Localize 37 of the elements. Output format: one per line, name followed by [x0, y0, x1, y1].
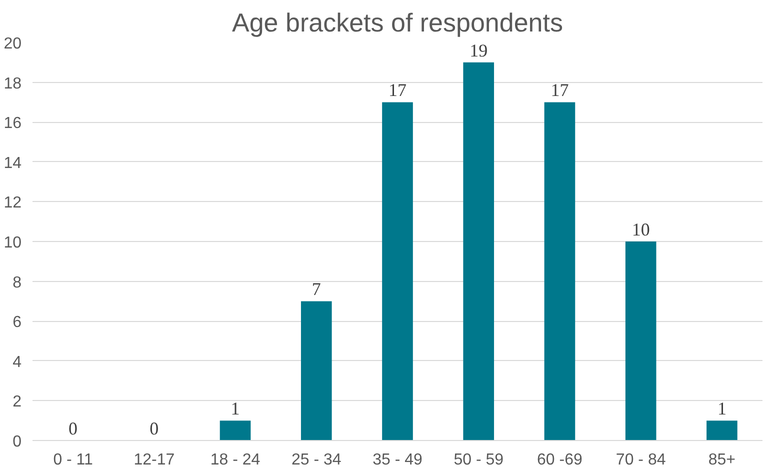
- bar: [463, 62, 494, 440]
- data-label: 1: [717, 398, 726, 419]
- bar: [220, 420, 251, 440]
- y-tick-label: 16: [4, 115, 22, 132]
- x-tick-label: 18 - 24: [210, 452, 260, 468]
- data-label: 1: [230, 398, 240, 419]
- y-tick-label: 4: [12, 354, 22, 371]
- x-tick-label: 35 - 49: [372, 452, 423, 468]
- data-label: 10: [632, 220, 650, 240]
- data-label: 0: [68, 418, 78, 438]
- y-tick-label: 0: [12, 434, 22, 450]
- x-tick-label: 70 - 84: [616, 452, 666, 468]
- y-tick-label: 8: [12, 274, 22, 292]
- bar: [706, 420, 738, 440]
- x-tick-label: 0 - 11: [53, 452, 94, 468]
- y-tick-label: 6: [12, 314, 22, 332]
- y-tick-label: 2: [12, 394, 22, 411]
- x-tick-label: 25 - 34: [291, 452, 342, 468]
- x-tick-label: 50 - 59: [454, 452, 504, 468]
- y-tick-label: 14: [4, 154, 22, 172]
- chart-title: Age brackets of respondents: [232, 8, 563, 38]
- y-tick-label: 18: [4, 75, 22, 92]
- bar: [300, 301, 332, 440]
- x-tick-label: 60 -69: [537, 452, 583, 468]
- y-tick-label: 10: [4, 234, 22, 252]
- x-tick-label: 12-17: [134, 452, 175, 468]
- y-tick-label: 20: [4, 36, 22, 52]
- x-tick-label: 85+: [708, 452, 736, 468]
- y-tick-label: 12: [4, 194, 22, 212]
- data-label: 17: [550, 80, 569, 100]
- data-label: 19: [470, 40, 488, 60]
- data-label: 17: [388, 80, 406, 100]
- bar: [625, 242, 656, 440]
- data-label: 7: [312, 279, 321, 300]
- bar: [544, 102, 576, 440]
- bar: [382, 102, 413, 440]
- data-label: 0: [150, 418, 159, 438]
